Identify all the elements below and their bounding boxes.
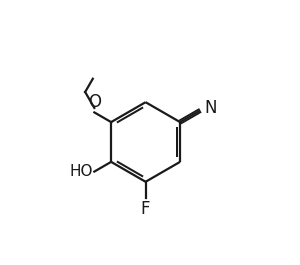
Text: O: O: [88, 93, 101, 111]
Text: F: F: [141, 200, 150, 218]
Text: N: N: [205, 99, 217, 117]
Text: HO: HO: [70, 164, 93, 179]
